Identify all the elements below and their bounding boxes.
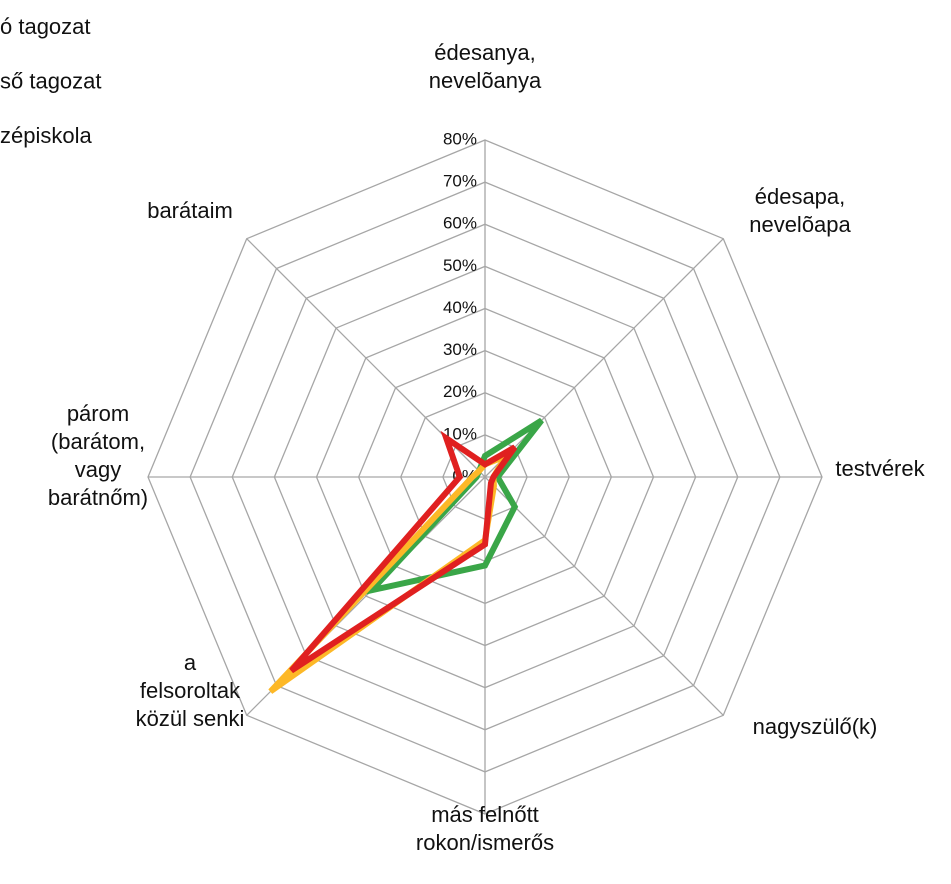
category-label: testvérek — [835, 456, 925, 481]
category-label: párom — [67, 401, 129, 426]
legend-label: ső tagozat — [0, 68, 102, 93]
tick-label: 80% — [443, 129, 477, 148]
tick-label: 60% — [443, 214, 477, 233]
tick-label: 20% — [443, 382, 477, 401]
category-label: (barátom, — [51, 429, 145, 454]
tick-label: 40% — [443, 298, 477, 317]
category-label: barátaim — [147, 198, 233, 223]
category-label: nevelõapa — [749, 212, 851, 237]
category-label: rokon/ismerős — [416, 830, 554, 855]
category-label: felsoroltak — [140, 678, 241, 703]
category-label: édesanya, — [434, 40, 536, 65]
category-label: közül senki — [136, 706, 245, 731]
tick-label: 50% — [443, 256, 477, 275]
spoke — [484, 476, 724, 716]
category-label: nagyszülő(k) — [753, 714, 878, 739]
category-label: a — [184, 650, 197, 675]
tick-label: 30% — [443, 340, 477, 359]
category-label: vagy — [75, 457, 121, 482]
legend-label: zépiskola — [0, 123, 92, 148]
category-label: nevelõanya — [429, 68, 542, 93]
category-label: édesapa, — [755, 184, 846, 209]
legend-label: ó tagozat — [0, 14, 91, 39]
tick-label: 70% — [443, 172, 477, 191]
category-label: más felnőtt — [431, 802, 539, 827]
series-line — [289, 430, 518, 674]
spoke — [484, 238, 724, 478]
category-label: barátnőm) — [48, 485, 148, 510]
